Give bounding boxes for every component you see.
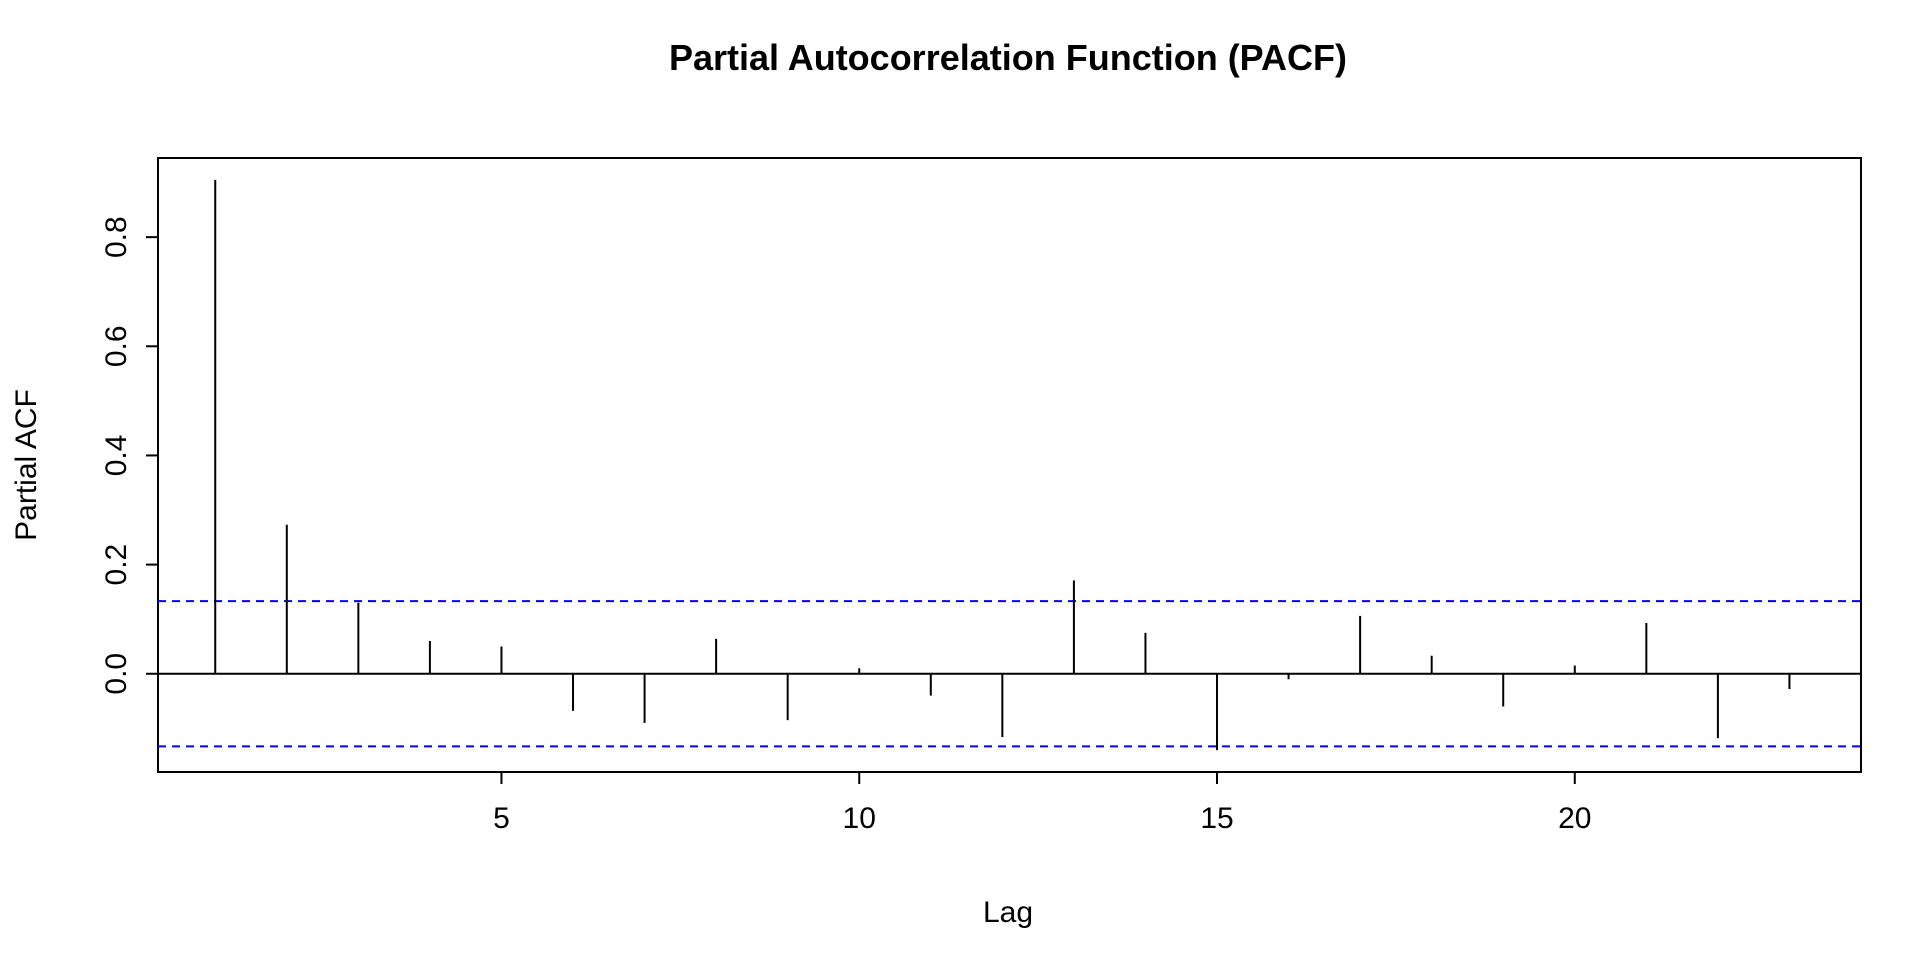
y-axis-label: Partial ACF (10, 389, 43, 541)
x-tick-label-20: 20 (1558, 802, 1591, 835)
y-tick-label-0.8: 0.8 (100, 216, 133, 258)
chart-title: Partial Autocorrelation Function (PACF) (669, 37, 1347, 78)
y-tick-label-0.2: 0.2 (100, 544, 133, 586)
confidence-bounds (158, 600, 1861, 748)
x-axis: 5 10 15 20 (493, 772, 1591, 835)
y-tick-label-0.0: 0.0 (100, 653, 133, 695)
x-tick-label-15: 15 (1200, 802, 1233, 835)
plot-frame (157, 157, 1862, 773)
x-tick-label-5: 5 (493, 802, 510, 835)
y-tick-label-0.4: 0.4 (100, 435, 133, 477)
x-axis-label: Lag (983, 896, 1033, 929)
pacf-bars (214, 179, 1791, 751)
y-axis: 0.0 0.2 0.4 0.6 0.8 (100, 216, 158, 695)
x-tick-label-10: 10 (843, 802, 876, 835)
y-tick-label-0.6: 0.6 (100, 325, 133, 367)
